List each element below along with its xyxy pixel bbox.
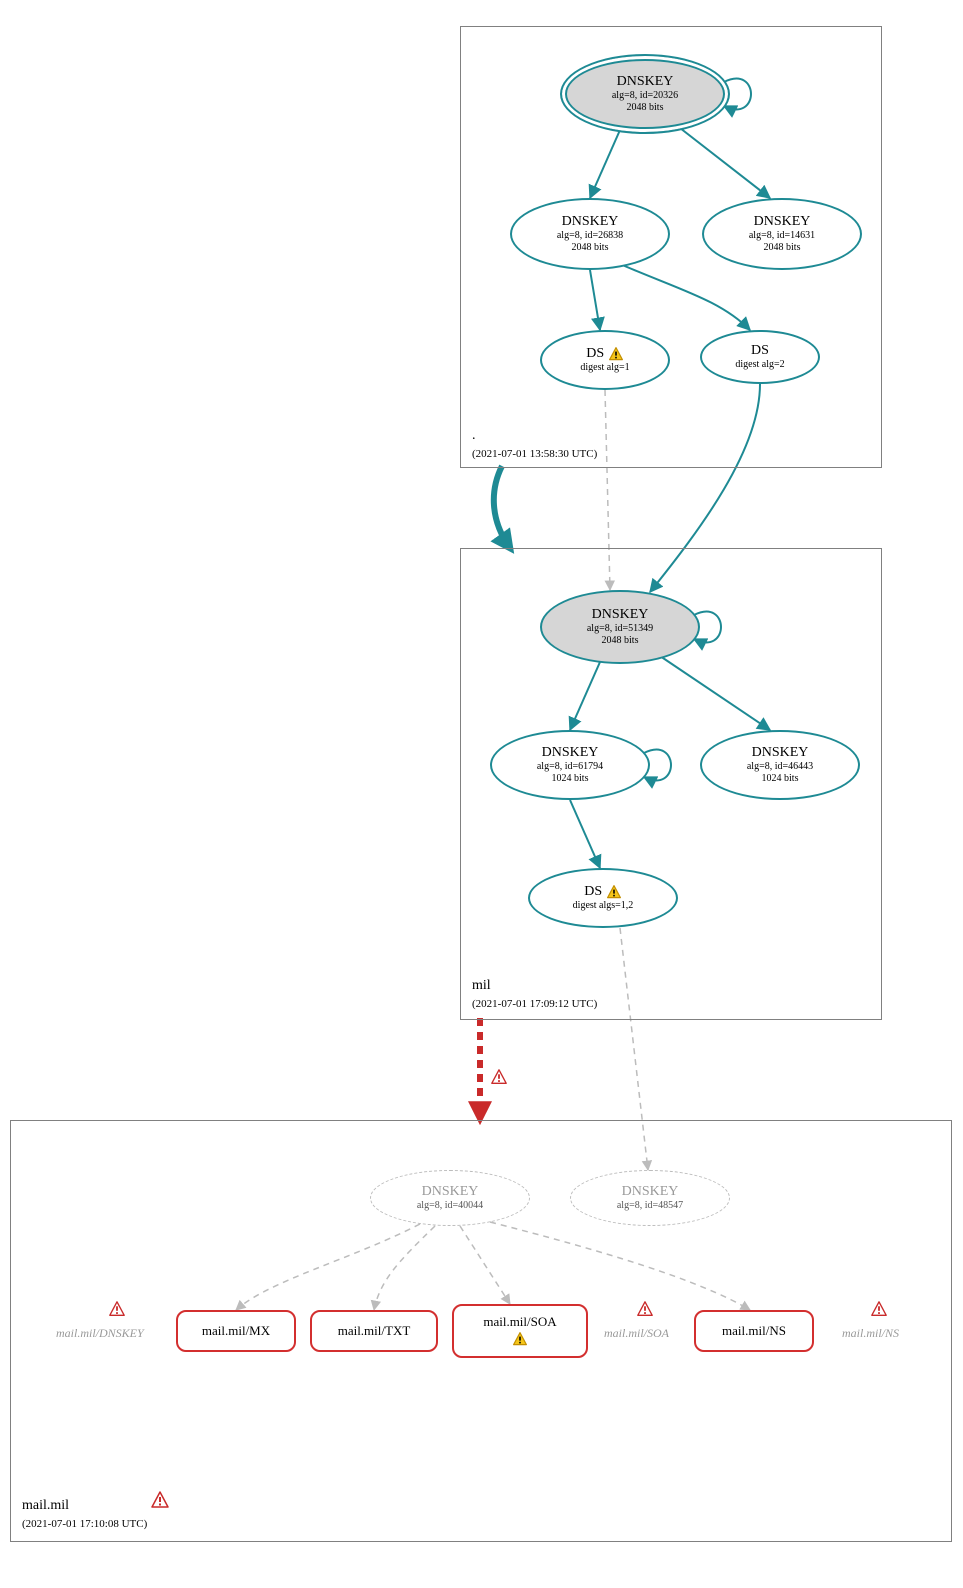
rrset-label: mail.mil/TXT — [338, 1323, 411, 1339]
node-mk1: DNSKEYalg=8, id=513492048 bits — [540, 590, 700, 664]
node-title: DNSKEY — [422, 1184, 479, 1200]
node-title: DNSKEY — [592, 607, 649, 623]
rrset-label: mail.mil/MX — [202, 1323, 270, 1339]
error-icon — [108, 1300, 126, 1318]
node-mk2: DNSKEYalg=8, id=617941024 bits — [490, 730, 650, 800]
rrset-rr1: mail.mil/MX — [176, 1310, 296, 1352]
node-sub1: digest alg=2 — [735, 359, 784, 371]
node-gk2: DNSKEYalg=8, id=48547 — [570, 1170, 730, 1226]
node-sub1: alg=8, id=20326 — [612, 90, 678, 102]
node-title: DNSKEY — [754, 214, 811, 230]
node-sub1: alg=8, id=61794 — [537, 761, 603, 773]
node-title: DNSKEY — [752, 745, 809, 761]
node-sub1: alg=8, id=51349 — [587, 623, 653, 635]
node-sub2: 1024 bits — [552, 773, 589, 785]
ghost-rrset: mail.mil/SOA — [604, 1326, 669, 1341]
node-sub2: 2048 bits — [572, 242, 609, 254]
rrset-rr4: mail.mil/NS — [694, 1310, 814, 1352]
ghost-rrset: mail.mil/NS — [842, 1326, 899, 1341]
node-sub2: 2048 bits — [627, 102, 664, 114]
node-sub1: alg=8, id=26838 — [557, 230, 623, 242]
node-sub1: alg=8, id=14631 — [749, 230, 815, 242]
warning-icon — [606, 884, 622, 899]
rrset-rr3: mail.mil/SOA — [452, 1304, 588, 1358]
node-ds3: DS digest algs=1,2 — [528, 868, 678, 928]
rrset-label: mail.mil/NS — [722, 1323, 786, 1339]
node-rk1: DNSKEYalg=8, id=203262048 bits — [560, 54, 730, 134]
rrset-label: mail.mil/SOA — [483, 1314, 556, 1330]
node-sub2: 1024 bits — [762, 773, 799, 785]
node-title: DS — [586, 346, 623, 362]
warning-icon — [608, 346, 624, 361]
zone-timestamp-mail: (2021-07-01 17:10:08 UTC) — [22, 1518, 147, 1530]
node-title: DNSKEY — [617, 74, 674, 90]
node-gk1: DNSKEYalg=8, id=40044 — [370, 1170, 530, 1226]
node-sub1: alg=8, id=40044 — [417, 1200, 483, 1212]
node-mk3: DNSKEYalg=8, id=464431024 bits — [700, 730, 860, 800]
node-sub2: 2048 bits — [764, 242, 801, 254]
warning-icon — [512, 1330, 528, 1348]
node-ds2: DSdigest alg=2 — [700, 330, 820, 384]
node-sub1: digest alg=1 — [580, 362, 629, 374]
error-icon — [870, 1300, 888, 1318]
zone-label-mail: mail.mil — [22, 1498, 69, 1514]
node-rk3: DNSKEYalg=8, id=146312048 bits — [702, 198, 862, 270]
zone-label-mil: mil — [472, 978, 491, 994]
rrset-rr2: mail.mil/TXT — [310, 1310, 438, 1352]
zone-label-root: . — [472, 428, 476, 444]
node-title: DS — [751, 343, 769, 359]
error-icon — [636, 1300, 654, 1318]
ghost-rrset: mail.mil/DNSKEY — [56, 1326, 144, 1341]
node-title: DNSKEY — [542, 745, 599, 761]
node-ds1: DS digest alg=1 — [540, 330, 670, 390]
node-sub1: alg=8, id=46443 — [747, 761, 813, 773]
node-title: DNSKEY — [622, 1184, 679, 1200]
node-sub2: 2048 bits — [602, 635, 639, 647]
zone-error-icon-mail — [150, 1490, 170, 1510]
node-rk2: DNSKEYalg=8, id=268382048 bits — [510, 198, 670, 270]
zone-timestamp-mil: (2021-07-01 17:09:12 UTC) — [472, 998, 597, 1010]
node-sub1: alg=8, id=48547 — [617, 1200, 683, 1212]
node-title: DS — [584, 884, 621, 900]
node-sub1: digest algs=1,2 — [573, 900, 634, 912]
error-icon — [490, 1068, 508, 1086]
zone-timestamp-root: (2021-07-01 13:58:30 UTC) — [472, 448, 597, 460]
node-title: DNSKEY — [562, 214, 619, 230]
